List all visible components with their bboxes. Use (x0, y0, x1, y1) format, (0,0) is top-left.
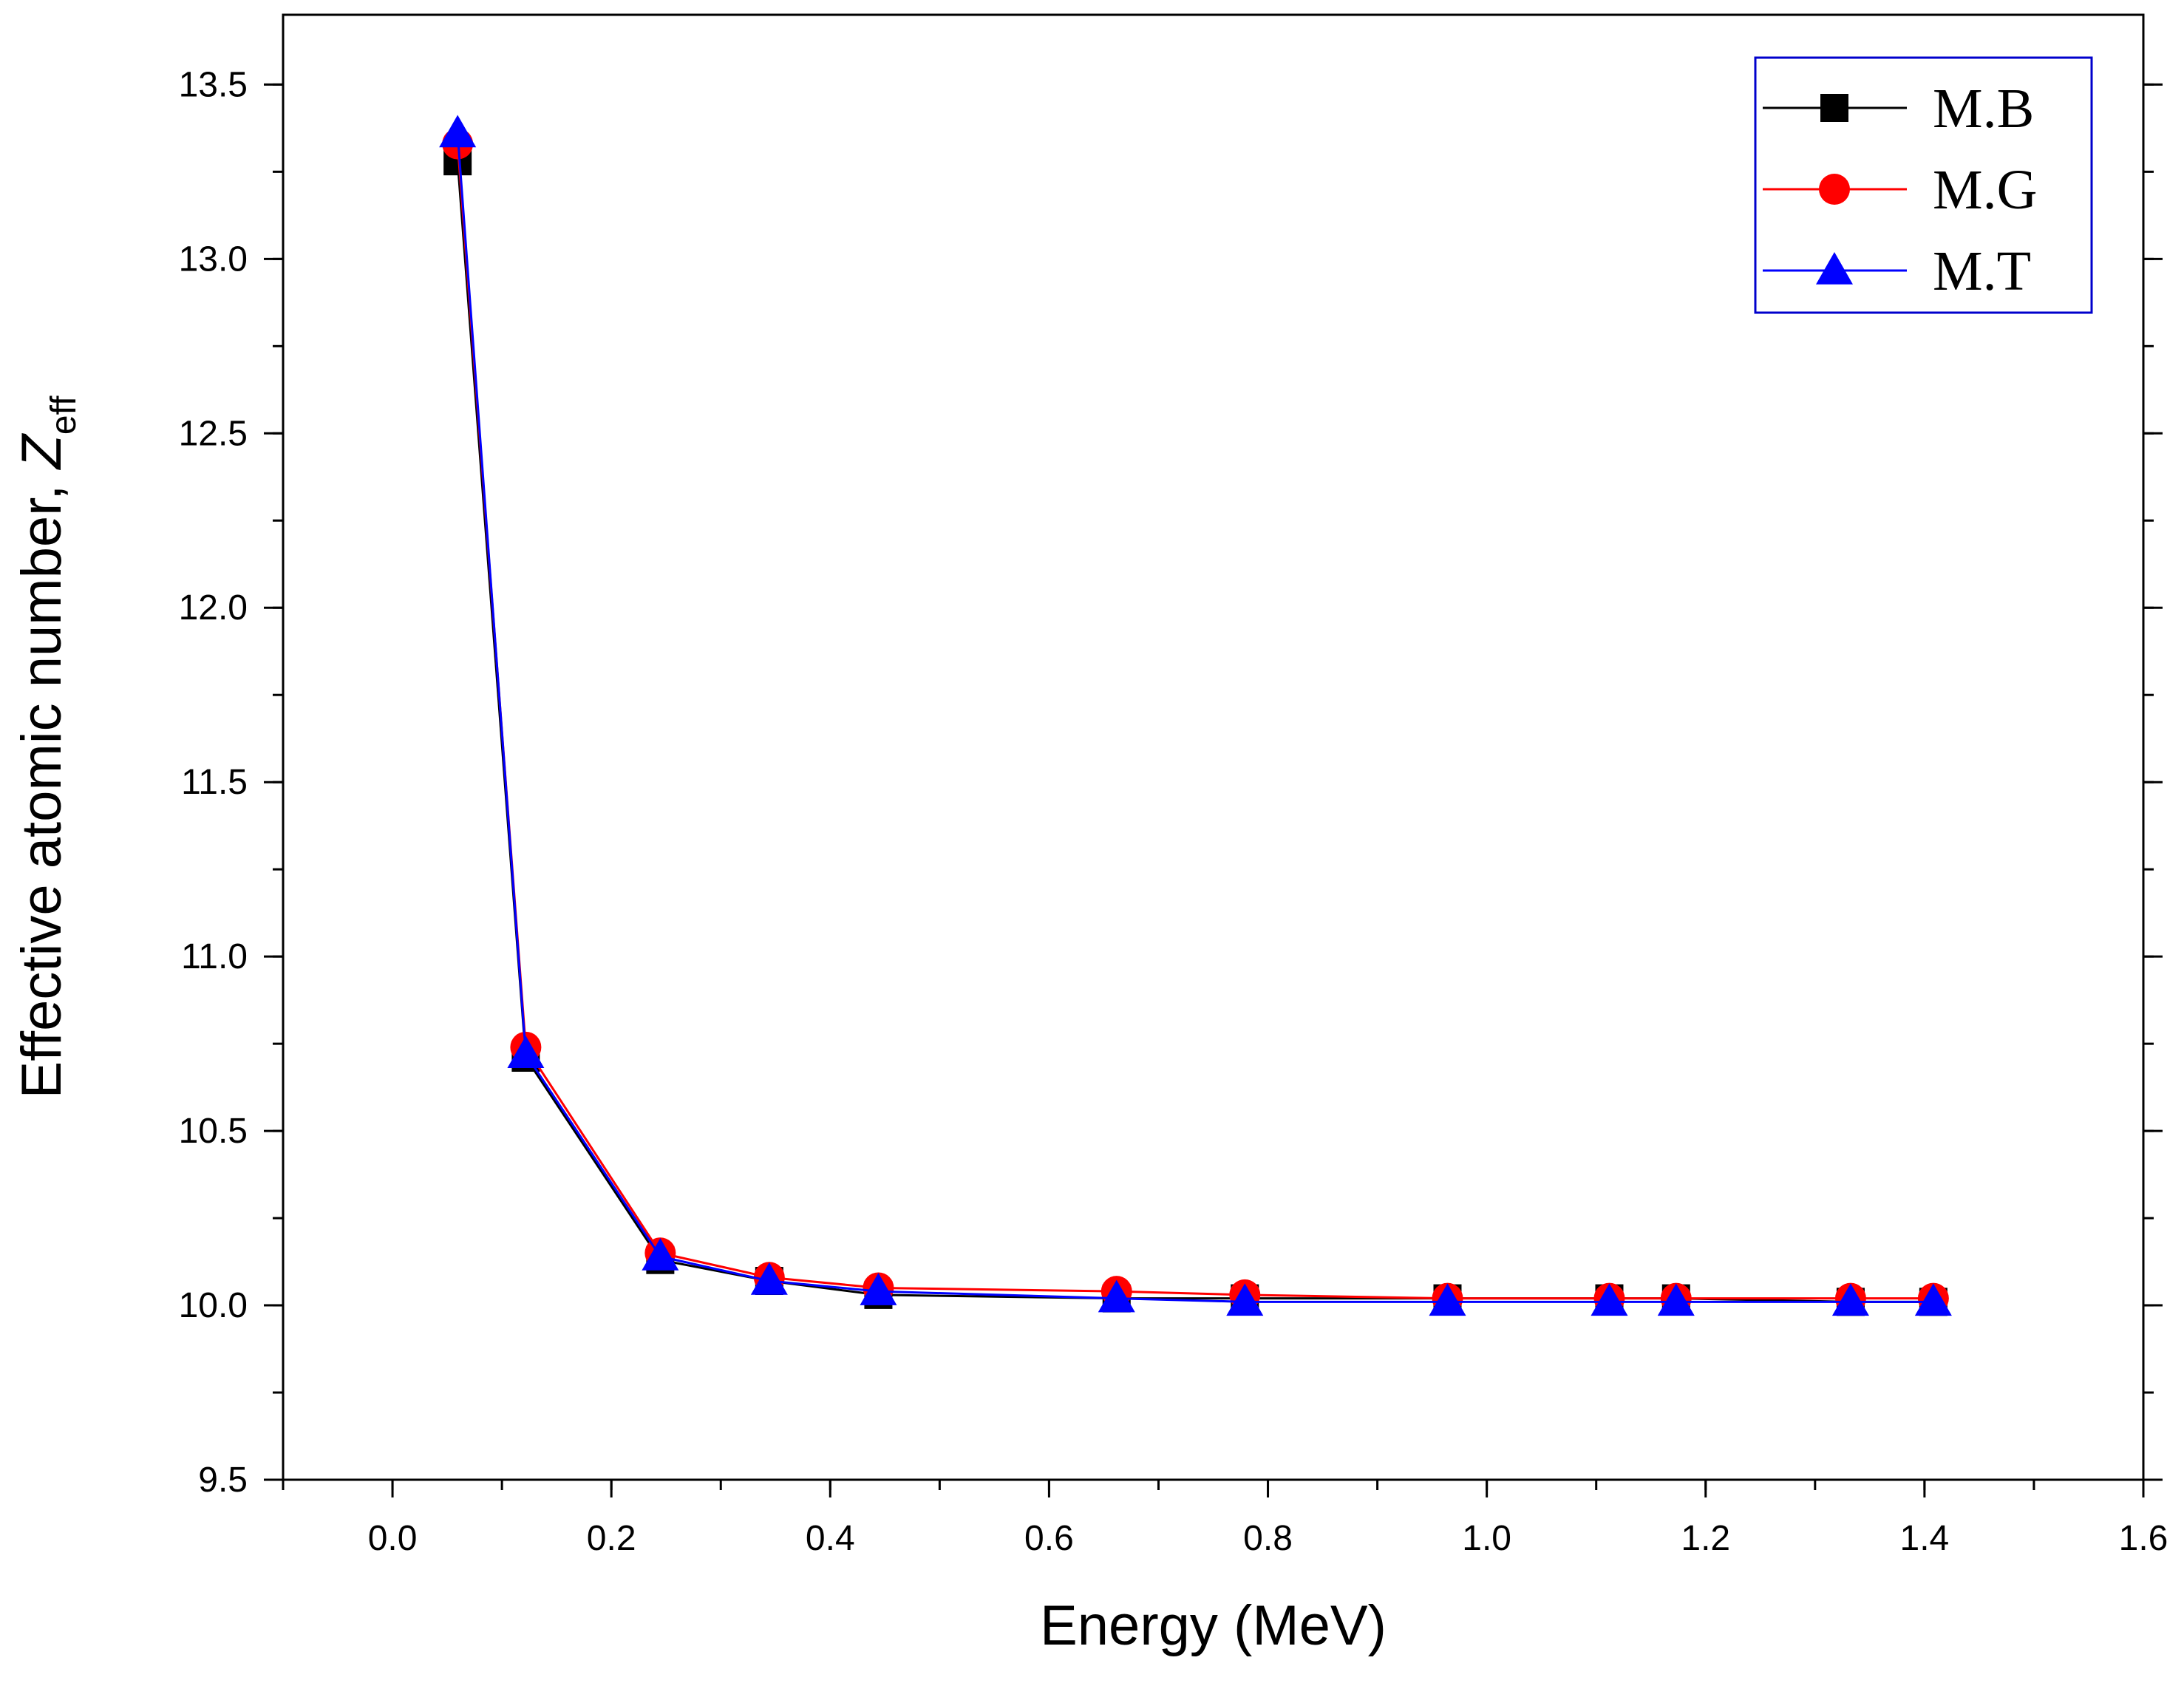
y-axis-title-symbol: Z (10, 433, 73, 471)
data-point (507, 1036, 545, 1069)
legend-marker (1816, 252, 1853, 285)
y-tick-label: 11.0 (181, 937, 248, 976)
x-tick-label: 0.0 (368, 1519, 418, 1558)
x-tick-label: 0.6 (1024, 1519, 1074, 1558)
x-tick-label: 1.0 (1462, 1519, 1511, 1558)
data-point (1914, 1283, 1952, 1316)
series-layer (439, 115, 1952, 1316)
data-point (860, 1273, 897, 1305)
x-tick-label: 1.2 (1681, 1519, 1730, 1558)
y-tick-label: 11.5 (181, 763, 248, 802)
y-axis-title-subscript: eff (44, 395, 84, 435)
x-axis-title: Energy (MeV) (1040, 1594, 1387, 1657)
data-point (439, 115, 477, 148)
y-tick-label: 12.0 (179, 588, 248, 628)
data-point (1429, 1283, 1466, 1316)
plot-frame (282, 13, 2145, 1481)
data-point (1226, 1283, 1264, 1316)
series-m-b (443, 147, 1947, 1316)
y-tick-label: 9.5 (198, 1461, 248, 1500)
y-axis-title-main: Effective atomic number, (10, 469, 73, 1099)
data-point (1098, 1279, 1135, 1313)
legend-marker (1819, 174, 1850, 205)
y-tick-label: 13.5 (179, 65, 248, 104)
legend-label: M.T (1933, 240, 2031, 302)
data-point (1657, 1283, 1695, 1316)
x-tick-label: 1.4 (1900, 1519, 1950, 1558)
series-line (456, 143, 1933, 1300)
series-line (456, 133, 1933, 1303)
data-point (1831, 1283, 1869, 1316)
axis-ticks (264, 83, 2163, 1497)
x-tick-label: 0.4 (806, 1519, 855, 1558)
legend-label: M.G (1933, 159, 2037, 221)
series-m-g (442, 128, 1949, 1314)
legend-item: M.T (1763, 240, 2031, 302)
legend-box (1754, 56, 2093, 314)
data-point (750, 1262, 788, 1295)
y-tick-label: 13.0 (179, 239, 248, 279)
data-point (642, 1237, 679, 1271)
tick-labels: 0.0 0.2 0.4 0.6 0.8 1.0 1.2 1.4 1.6 9.5 10.0 10.5 11… (179, 65, 2168, 1558)
legend-item: M.G (1763, 159, 2037, 221)
y-tick-label: 12.5 (179, 414, 248, 453)
y-tick-label: 10.5 (179, 1112, 248, 1151)
legend-marker (1820, 94, 1848, 122)
y-axis-title: Effective atomic number, Zeff (10, 395, 84, 1098)
series-line (456, 161, 1933, 1303)
y-tick-label: 10.0 (179, 1286, 248, 1325)
legend-label: M.B (1933, 78, 2034, 140)
legend: M.B M.G M.T (1754, 56, 2093, 314)
x-tick-label: 1.6 (2119, 1519, 2168, 1558)
legend-item: M.B (1763, 78, 2034, 140)
x-tick-label: 0.2 (587, 1519, 636, 1558)
x-tick-label: 0.8 (1243, 1519, 1293, 1558)
series-m-t (439, 115, 1952, 1316)
data-point (1591, 1283, 1628, 1316)
